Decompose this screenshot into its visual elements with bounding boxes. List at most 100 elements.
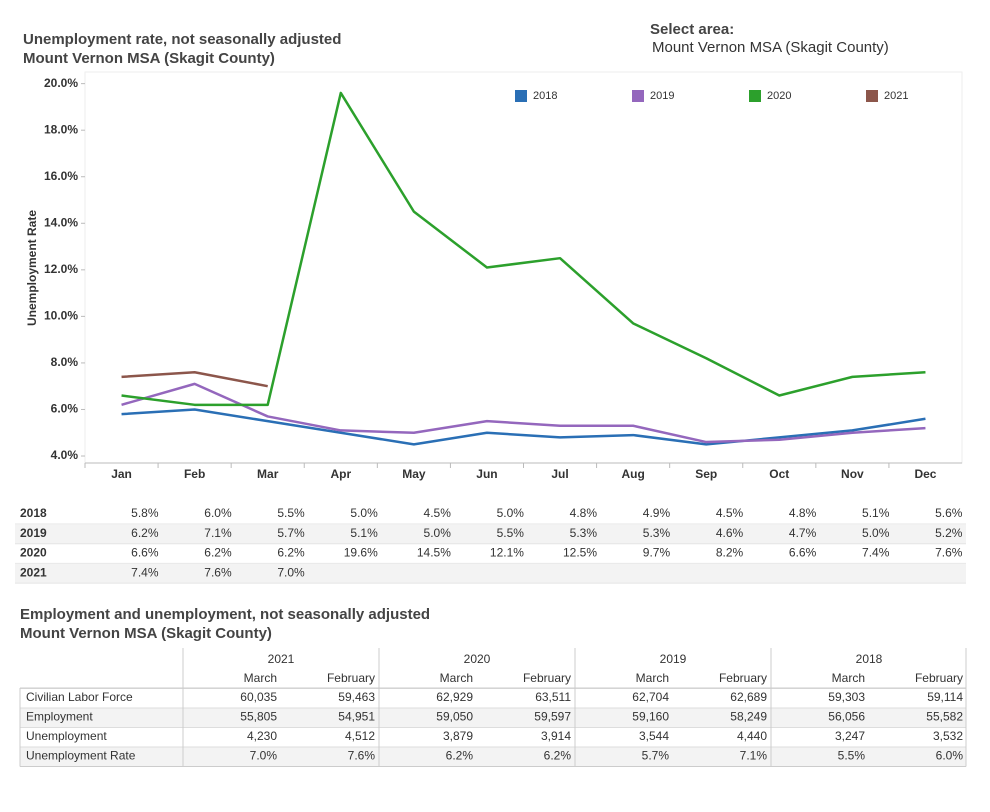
table-cell: 5.0%: [497, 506, 525, 520]
table-cell: 14.5%: [417, 546, 451, 560]
x-tick-label: Oct: [769, 467, 789, 481]
table-cell: 6.2%: [544, 749, 572, 763]
table-cell: 62,929: [436, 690, 473, 704]
table-cell: 62,689: [730, 690, 767, 704]
x-tick-label: Jan: [111, 467, 132, 481]
table-cell: 6.2%: [446, 749, 474, 763]
table-cell: 59,160: [632, 710, 669, 724]
group-month: February: [719, 671, 767, 685]
table-cell: 5.1%: [862, 506, 890, 520]
x-tick-label: Dec: [914, 467, 936, 481]
table-cell: 6.0%: [936, 749, 964, 763]
row-label: 2019: [20, 526, 47, 540]
chart-subtitle: Mount Vernon MSA (Skagit County): [23, 50, 275, 67]
group-year: 2020: [464, 652, 491, 666]
table-cell: 59,597: [534, 710, 571, 724]
table-cell: 5.8%: [131, 506, 159, 520]
legend-label: 2021: [884, 90, 908, 102]
table-cell: 59,050: [436, 710, 473, 724]
y-tick-label: 14.0%: [44, 215, 78, 229]
table-cell: 55,582: [926, 710, 963, 724]
table-cell: 3,914: [541, 729, 571, 743]
table-cell: 5.7%: [642, 749, 670, 763]
table-cell: 8.2%: [716, 546, 744, 560]
table-cell: 3,247: [835, 729, 865, 743]
table-cell: 6.6%: [131, 546, 159, 560]
y-tick-label: 12.0%: [44, 262, 78, 276]
row-label: 2021: [20, 565, 47, 579]
legend-label: 2020: [767, 90, 791, 102]
table-cell: 6.0%: [204, 506, 232, 520]
group-month: March: [244, 671, 277, 685]
x-tick-label: Aug: [621, 467, 644, 481]
table-cell: 6.6%: [789, 546, 817, 560]
row-shade: [20, 747, 966, 767]
series-line: [121, 382, 926, 444]
legend-swatch: [632, 90, 644, 102]
table-cell: 7.6%: [935, 546, 963, 560]
group-month: February: [327, 671, 375, 685]
x-tick-label: May: [402, 467, 426, 481]
table-cell: 7.6%: [348, 749, 376, 763]
legend-label: 2018: [533, 90, 557, 102]
row-label: Unemployment Rate: [26, 749, 136, 763]
x-tick-label: Apr: [330, 467, 351, 481]
row-label: Employment: [26, 710, 93, 724]
legend-swatch: [866, 90, 878, 102]
table-cell: 5.0%: [862, 526, 890, 540]
table-cell: 5.3%: [643, 526, 671, 540]
y-tick-label: 8.0%: [51, 355, 79, 369]
group-year: 2018: [856, 652, 883, 666]
table-cell: 12.5%: [563, 546, 597, 560]
row-shade: [15, 524, 966, 544]
table-cell: 7.6%: [204, 565, 232, 579]
x-tick-label: Jul: [551, 467, 568, 481]
table-cell: 6.2%: [204, 546, 232, 560]
table-cell: 4.5%: [424, 506, 452, 520]
table-title: Employment and unemployment, not seasona…: [20, 606, 430, 623]
table-cell: 5.5%: [277, 506, 305, 520]
table-cell: 5.2%: [935, 526, 963, 540]
table-cell: 58,249: [730, 710, 767, 724]
table-cell: 7.0%: [277, 565, 305, 579]
table-cell: 6.2%: [277, 546, 305, 560]
y-tick-label: 20.0%: [44, 76, 78, 90]
row-shade: [15, 563, 966, 584]
table-cell: 4,440: [737, 729, 767, 743]
x-tick-label: Sep: [695, 467, 717, 481]
row-label: 2020: [20, 546, 47, 560]
y-tick-label: 18.0%: [44, 122, 78, 136]
y-tick-label: 4.0%: [51, 448, 79, 462]
table-cell: 5.5%: [497, 526, 525, 540]
x-tick-label: Mar: [257, 467, 279, 481]
table-cell: 7.0%: [250, 749, 278, 763]
chart-title: Unemployment rate, not seasonally adjust…: [23, 31, 341, 48]
y-tick-label: 10.0%: [44, 309, 78, 323]
table-cell: 4.9%: [643, 506, 671, 520]
series-line: [121, 408, 926, 446]
series-line: [121, 91, 926, 407]
table-cell: 4.7%: [789, 526, 817, 540]
legend-label: 2019: [650, 90, 674, 102]
table-cell: 56,056: [828, 710, 865, 724]
group-month: March: [440, 671, 473, 685]
x-tick-label: Nov: [841, 467, 864, 481]
table-cell: 7.1%: [740, 749, 768, 763]
select-value[interactable]: Mount Vernon MSA (Skagit County): [652, 39, 889, 56]
table-cell: 12.1%: [490, 546, 524, 560]
table-cell: 5.3%: [570, 526, 598, 540]
y-tick-label: 6.0%: [51, 402, 79, 416]
table-cell: 59,114: [927, 690, 963, 704]
group-year: 2019: [660, 652, 687, 666]
table-cell: 60,035: [240, 690, 277, 704]
table-cell: 5.5%: [838, 749, 866, 763]
y-axis-label: Unemployment Rate: [25, 210, 39, 326]
table-cell: 59,463: [338, 690, 375, 704]
group-month: March: [636, 671, 669, 685]
series-line: [121, 370, 268, 388]
row-label: Civilian Labor Force: [26, 690, 133, 704]
table-cell: 55,805: [240, 710, 277, 724]
table-cell: 7.4%: [131, 565, 159, 579]
table-cell: 19.6%: [344, 546, 378, 560]
